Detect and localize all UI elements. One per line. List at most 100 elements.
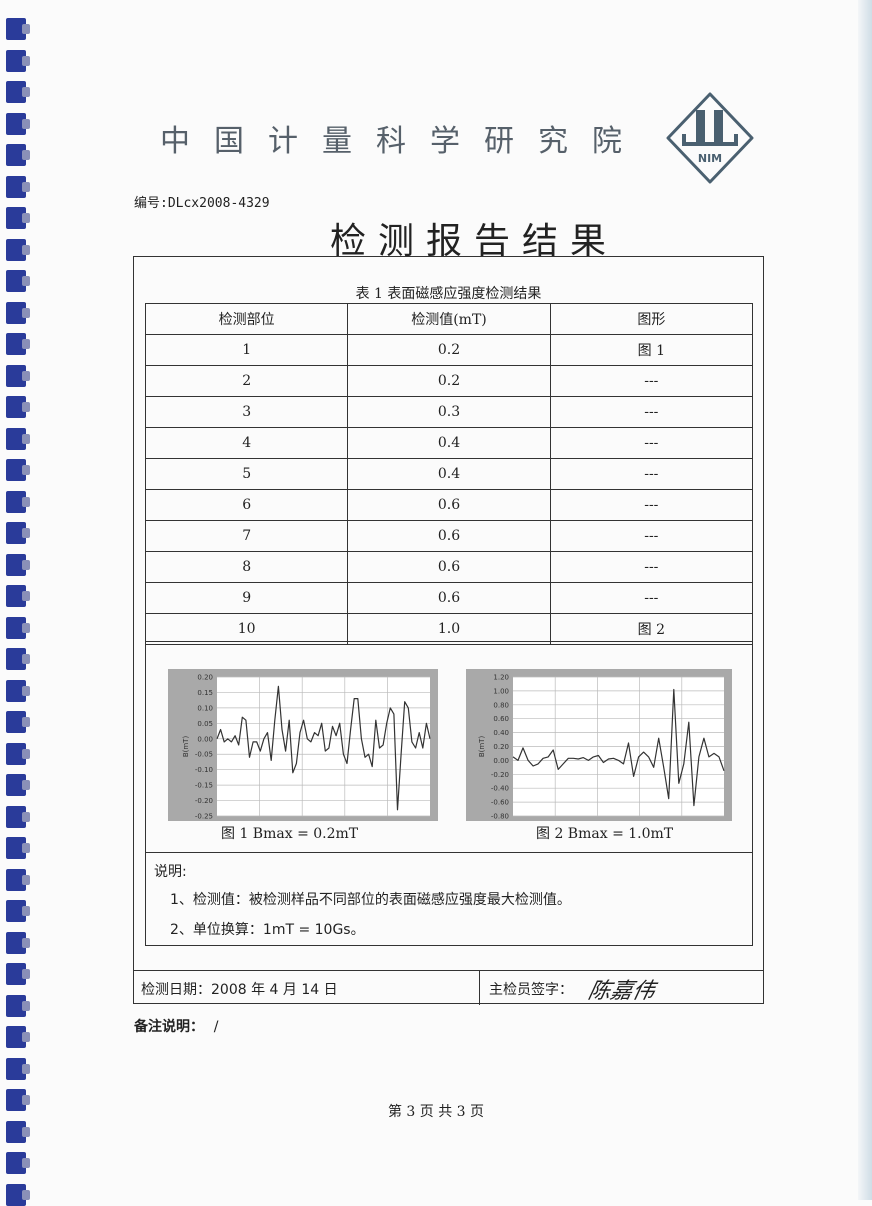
binding-ring: [6, 81, 30, 103]
binding-ring: [6, 711, 30, 733]
remarks-value: /: [213, 1019, 219, 1035]
y-axis-label: B(mT): [478, 736, 486, 758]
binding-ring: [6, 301, 30, 324]
institute-name: 中国计量科学研究院: [160, 124, 646, 159]
y-tick-label: -0.20: [491, 771, 509, 779]
test-date: 检测日期：2008 年 4 月 14 日: [141, 979, 338, 999]
table-row: 10 1.0 图 2: [144, 613, 754, 645]
table-cell: 0.4: [347, 427, 551, 459]
table-cell: 9: [144, 582, 349, 614]
report-number: 编号:DLcx2008-4329: [134, 192, 270, 211]
binding-ring: [6, 994, 30, 1017]
table-cell: 8: [144, 551, 349, 583]
y-tick-label: 0.10: [197, 704, 213, 712]
binding-ring: [6, 270, 30, 292]
table-cell: 3: [144, 396, 349, 428]
note-item: 1、检测值：被检测样品不同部位的表面磁感应强度最大检测值。: [170, 892, 571, 908]
binding-ring: [6, 175, 30, 198]
table-row: 6 0.6 ---: [144, 489, 754, 521]
table-cell: 0.6: [347, 520, 551, 552]
table-cell: ---: [549, 365, 754, 397]
page-edge: [858, 0, 872, 1200]
binding-ring: [6, 522, 30, 544]
table-cell: 0.6: [347, 551, 551, 583]
table-cell: ---: [549, 427, 754, 459]
table-cell: 0.2: [347, 365, 551, 397]
table-cell: 0.6: [347, 489, 551, 521]
binding-ring: [6, 1183, 30, 1206]
binding-ring: [6, 490, 30, 513]
report-frame: [133, 256, 764, 1004]
y-tick-label: 0.20: [493, 743, 509, 751]
table-cell: 图 1: [549, 334, 754, 366]
binding-ring: [6, 18, 30, 40]
y-tick-label: -0.80: [491, 813, 509, 821]
figure-2-chart: 1.20 1.00 0.80 0.60 0.40 0.20 0.00 -0.20 -0.40 -0…: [466, 669, 732, 821]
report-number-value: DLcx2008-4329: [167, 196, 270, 211]
table-cell: ---: [549, 551, 754, 583]
binding-ring: [6, 49, 30, 72]
y-tick-label: 1.20: [493, 674, 509, 682]
table-cell: 7: [144, 520, 349, 552]
binding-ring: [6, 742, 30, 765]
table-cell: 10: [144, 613, 349, 645]
y-tick-label: -0.10: [195, 766, 213, 774]
results-table: 检测部位 检测值(mT) 图形 1 0.2 图 1 2 0.2 --- 3 0.3 --- 4 0.4 --…: [144, 303, 754, 645]
y-axis-label: B(mT): [182, 736, 190, 758]
binding-ring: [6, 396, 30, 418]
y-tick-label: -0.20: [195, 797, 213, 805]
binding-ring: [6, 616, 30, 639]
remarks: 备注说明： /: [134, 1016, 218, 1036]
binding-ring: [6, 679, 30, 702]
test-date-value: 2008 年 4 月 14 日: [211, 982, 338, 998]
notes-section: 说明: 1、检测值：被检测样品不同部位的表面磁感应强度最大检测值。 2、单位换算…: [145, 852, 753, 946]
y-tick-label: 1.00: [493, 687, 509, 695]
figure-2-caption: 图 2 Bmax = 1.0mT: [536, 826, 674, 842]
table-row: 8 0.6 ---: [144, 551, 754, 583]
y-tick-label: -0.05: [195, 751, 213, 759]
series-line: [512, 688, 725, 807]
binding-ring: [6, 585, 30, 607]
y-tick-label: -0.25: [195, 813, 213, 821]
series-line: [216, 685, 431, 811]
y-tick-label: 0.20: [197, 674, 213, 682]
figure-1-caption: 图 1 Bmax = 0.2mT: [221, 826, 359, 842]
page-number: 第 3 页 共 3 页: [387, 1104, 485, 1120]
table-cell: 4: [144, 427, 349, 459]
binding-ring: [6, 364, 30, 387]
table-cell: ---: [549, 489, 754, 521]
signature-row: 检测日期：2008 年 4 月 14 日 主检员签字： 陈嘉伟: [133, 970, 764, 1005]
y-tick-label: 0.00: [493, 757, 509, 765]
binding-ring: [6, 963, 30, 985]
y-tick-label: 0.40: [493, 729, 509, 737]
y-tick-label: 0.60: [493, 715, 509, 723]
binding-ring: [6, 1120, 30, 1143]
table-row: 4 0.4 ---: [144, 427, 754, 459]
binding-ring: [6, 112, 30, 135]
table-cell: 检测部位: [144, 303, 349, 335]
table-row: 5 0.4 ---: [144, 458, 754, 490]
table-row: 1 0.2 图 1: [144, 334, 754, 366]
binding-ring: [6, 333, 30, 355]
table-cell: ---: [549, 458, 754, 490]
binding-ring: [6, 805, 30, 828]
report-title: 检测报告结果: [330, 221, 619, 262]
binding-ring: [6, 144, 30, 166]
report-number-label: 编号:: [134, 196, 168, 211]
binding-ring: [6, 1152, 30, 1174]
binding-ring: [6, 459, 30, 481]
binding-ring: [6, 238, 30, 261]
table-cell: 6: [144, 489, 349, 521]
table-cell: 0.3: [347, 396, 551, 428]
binding-ring: [6, 553, 30, 576]
table-row: 9 0.6 ---: [144, 582, 754, 614]
inspector-signature: 陈嘉伟: [585, 979, 658, 1004]
figure-1-chart: 0.20 0.15 0.10 0.05 0.00 -0.05 -0.10 -0.15 -0.20…: [168, 669, 438, 821]
y-tick-label: 0.15: [197, 689, 213, 697]
binding-ring: [6, 1057, 30, 1080]
table-cell: ---: [549, 582, 754, 614]
remarks-label: 备注说明：: [134, 1019, 204, 1035]
table-cell: 图形: [549, 303, 754, 335]
y-tick-label: -0.15: [195, 782, 213, 790]
table-cell: 1: [144, 334, 349, 366]
